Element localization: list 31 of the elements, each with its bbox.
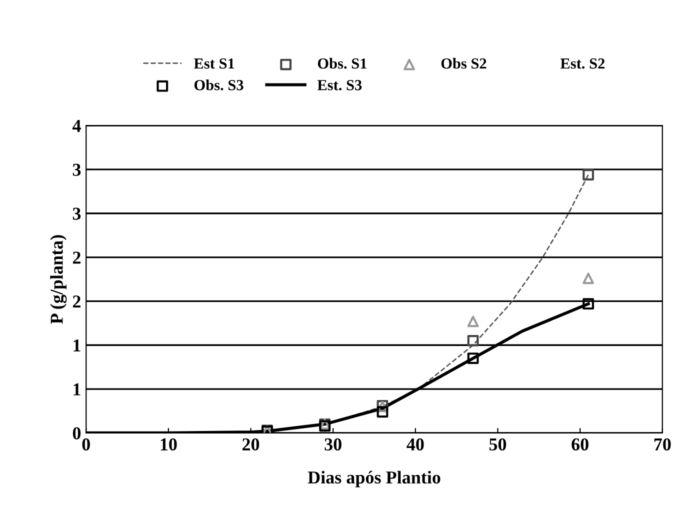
y-tick-label: 3 xyxy=(72,164,81,176)
x-tick-label: 10 xyxy=(160,438,177,451)
point xyxy=(376,406,388,418)
point xyxy=(467,335,479,346)
y-tick-label: 3 xyxy=(72,208,81,220)
point xyxy=(582,298,594,310)
legend-label: Obs. S1 xyxy=(318,58,366,69)
point xyxy=(467,352,479,364)
y-tick-label: 2 xyxy=(72,296,80,308)
point xyxy=(582,169,594,180)
x-tick-label: 60 xyxy=(572,438,588,451)
y-tick-label: 0 xyxy=(72,427,81,440)
legend-label: Obs S2 xyxy=(441,58,486,69)
legend-label: Est S1 xyxy=(194,58,234,69)
legend-label: Obs. S3 xyxy=(194,80,244,90)
legend-label: Est. S3 xyxy=(317,80,362,90)
x-tick-label: 50 xyxy=(489,438,506,451)
y-tick-label: 1 xyxy=(74,383,80,396)
y-axis-title: P (g/planta) xyxy=(50,235,67,324)
y-tick-label: 4 xyxy=(72,120,81,132)
x-tick-label: 20 xyxy=(242,438,260,451)
x-tick-label: 40 xyxy=(406,438,424,451)
text: Est. S2 xyxy=(560,58,605,69)
y-tick-label: 2 xyxy=(72,252,80,264)
x-tick-label: 70 xyxy=(654,438,671,451)
x-axis-title: Dias após Plantio xyxy=(308,470,440,488)
x-tick-label: 0 xyxy=(82,438,90,451)
point xyxy=(582,272,594,284)
point xyxy=(467,316,479,328)
y-tick-label: 1 xyxy=(74,339,80,352)
x-tick-label: 30 xyxy=(324,438,342,451)
